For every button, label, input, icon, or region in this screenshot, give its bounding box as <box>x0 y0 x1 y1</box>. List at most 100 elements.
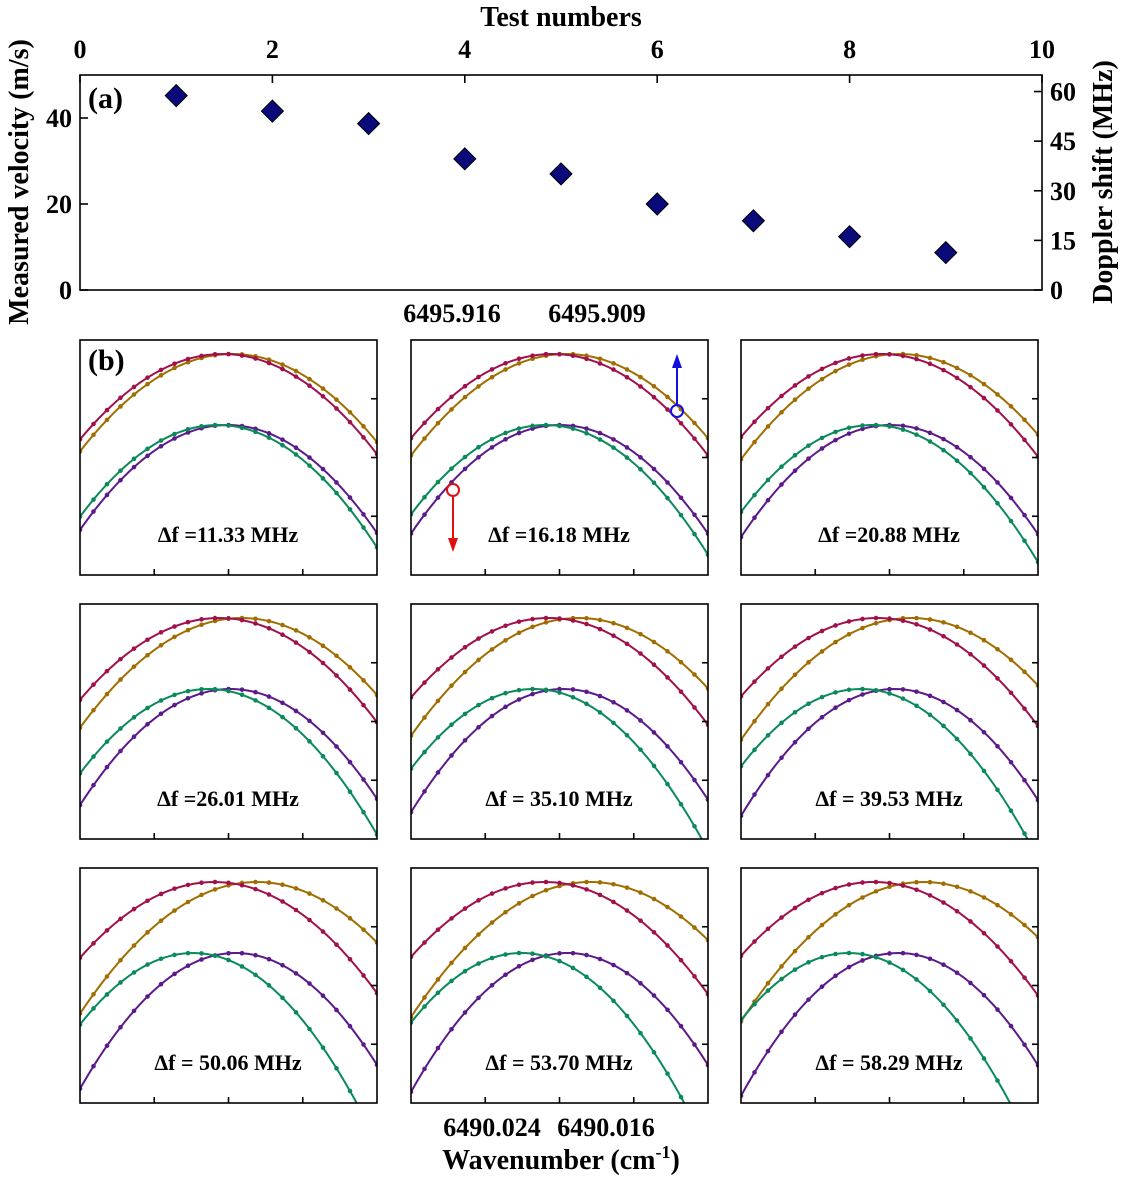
upper-reference-curve-marker <box>489 891 495 896</box>
upper-reference-curve-marker <box>779 393 784 399</box>
lower-shifted-curve-marker <box>361 525 366 530</box>
upper-reference-curve-marker <box>91 421 96 427</box>
upper-reference-curve-marker <box>833 885 838 891</box>
lower-reference-curve-marker <box>570 687 576 692</box>
lower-shifted-curve-marker <box>293 452 299 457</box>
lower-shifted-curve-markers <box>741 422 1038 565</box>
upper-reference-curve-marker <box>981 930 987 936</box>
upper-shifted-curve-marker <box>422 715 427 720</box>
upper-shifted-curve <box>411 616 708 737</box>
lower-shifted-curve-marker <box>941 447 946 453</box>
lower-shifted-curve-marker <box>752 1001 757 1007</box>
upper-shifted-curve-marker <box>968 372 973 378</box>
upper-reference-curve-markers <box>411 351 708 458</box>
lower-reference-curve-marker <box>185 430 191 435</box>
upper-reference-curve-marker <box>145 637 150 643</box>
lower-reference-curve-markers <box>411 422 708 536</box>
upper-shifted-curve-marker <box>361 424 366 429</box>
upper-shifted-curve-marker <box>651 383 657 389</box>
lower-shifted-curve-marker <box>462 968 468 974</box>
upper-shifted-curve-marker <box>489 920 495 925</box>
lower-shifted-curve-marker <box>611 445 616 450</box>
upper-shifted-curve-marker <box>665 649 670 654</box>
upper-reference-curve-markers <box>741 879 1038 998</box>
lower-reference-curve-marker <box>651 993 657 998</box>
upper-reference-curve-marker <box>172 361 177 367</box>
lower-shifted-curve-marker <box>280 714 285 720</box>
subpanel-label: Δf =11.33 MHz <box>158 522 299 547</box>
lower-shifted-curve-marker <box>819 435 825 441</box>
lower-shifted-curve-marker <box>489 436 495 442</box>
upper-reference-curve-marker <box>91 682 96 687</box>
lower-reference-curve-marker <box>665 480 670 485</box>
upper-reference-curve-marker <box>118 916 123 922</box>
lower-shifted-curve-marker <box>779 720 784 726</box>
lower-shifted-curve-marker <box>1022 538 1027 543</box>
upper-reference-curve-marker <box>131 906 137 912</box>
y2-tick-label: 15 <box>1050 226 1076 255</box>
upper-reference-curve-marker <box>347 419 353 425</box>
lower-shifted-curve-marker <box>597 437 603 442</box>
upper-reference-curve-marker <box>212 351 218 357</box>
lower-reference-curve-marker <box>752 1070 757 1075</box>
upper-reference-curve-marker <box>476 374 481 380</box>
lower-reference-curve-marker <box>307 455 312 460</box>
upper-reference-curve-marker <box>543 351 549 357</box>
lower-reference-curve-marker <box>334 744 339 749</box>
upper-reference-curve-marker <box>158 891 164 897</box>
upper-reference-curve-marker <box>752 939 757 944</box>
lower-reference-curve-marker <box>779 1029 784 1035</box>
upper-reference-curve-marker <box>570 353 576 359</box>
lower-shifted-curve-marker <box>530 686 535 692</box>
upper-reference-curve-marker <box>334 406 339 411</box>
lower-reference-curve-marker <box>692 1042 697 1047</box>
upper-reference-curve-marker <box>293 374 299 379</box>
upper-shifted-curve-marker <box>266 880 272 885</box>
lower-shifted-curve-marker <box>530 951 535 956</box>
lower-reference-curve-marker <box>145 994 150 999</box>
upper-shifted-curve-marker <box>678 659 684 665</box>
lower-reference-curve-markers <box>741 686 1038 819</box>
lower-reference-curve-marker <box>489 445 495 450</box>
lower-reference-curve-marker <box>678 495 684 501</box>
lower-shifted-curve-marker <box>172 952 177 958</box>
lower-reference-curve-marker <box>557 951 562 956</box>
upper-shifted-curve-marker <box>806 935 811 940</box>
panel-a-x-ticks: 0 2 4 6 8 10 <box>74 35 1055 83</box>
upper-reference-curve-marker <box>212 615 218 621</box>
upper-reference-curve <box>411 616 708 726</box>
lower-reference-curve-marker <box>172 971 177 977</box>
lower-shifted-curve-marker <box>212 686 218 692</box>
upper-shifted-curve-marker <box>678 914 684 919</box>
lower-reference-curve-marker <box>334 480 339 485</box>
upper-reference-curve-marker <box>624 908 630 913</box>
lower-reference-curve-marker <box>941 699 946 705</box>
lower-reference-curve-marker <box>131 1008 137 1014</box>
lower-reference-curve-marker <box>927 956 933 962</box>
lower-reference-curve-marker <box>900 423 906 429</box>
upper-reference-curve-marker <box>253 356 258 361</box>
lower-shifted-curve-marker <box>954 736 960 742</box>
upper-shifted-curve-marker <box>530 624 535 630</box>
upper-shifted-curve-marker <box>846 362 852 367</box>
upper-shifted-curve-marker <box>503 909 508 915</box>
upper-reference-curve-marker <box>226 351 231 357</box>
upper-reference-curve-marker <box>422 420 427 426</box>
lower-shifted-curve-markers <box>80 950 353 1094</box>
upper-reference-curve-marker <box>530 353 535 358</box>
upper-shifted-curve-marker <box>158 643 164 648</box>
upper-reference-curve-marker <box>887 351 892 357</box>
subpanel-8: Δf = 53.70 MHz <box>410 867 709 1104</box>
upper-reference-curve-marker <box>1022 437 1027 443</box>
lower-reference-curve-marker <box>678 1023 684 1029</box>
lower-shifted-curve-marker <box>307 463 312 468</box>
upper-reference-curve-marker <box>941 367 946 373</box>
lower-shifted-curve-marker <box>489 695 495 701</box>
lower-shifted-curve-marker <box>91 754 96 759</box>
upper-reference-curve-marker <box>692 705 697 710</box>
lower-shifted-curve-marker <box>253 698 258 703</box>
upper-reference-curve-marker <box>557 351 562 357</box>
lower-reference-curve-marker <box>118 1024 123 1030</box>
upper-shifted-curve-marker <box>131 392 137 397</box>
lower-reference-curve-marker <box>611 437 616 442</box>
